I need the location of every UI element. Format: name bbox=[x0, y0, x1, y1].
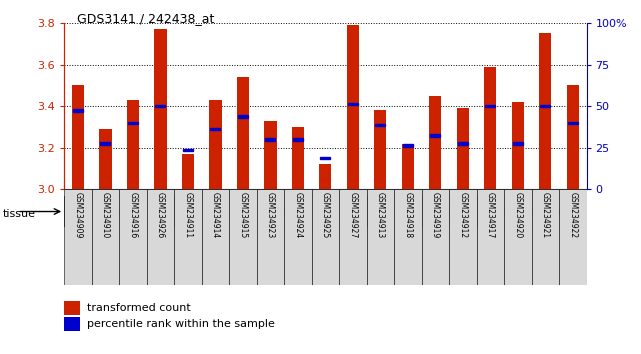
Bar bbox=[147, 189, 174, 285]
Bar bbox=[72, 85, 84, 189]
Bar bbox=[119, 189, 147, 285]
Text: GSM234910: GSM234910 bbox=[101, 192, 110, 239]
Bar bbox=[429, 96, 442, 189]
Bar bbox=[64, 189, 92, 285]
Bar bbox=[484, 67, 497, 189]
Bar bbox=[209, 100, 222, 189]
Bar bbox=[284, 189, 312, 285]
Text: GSM234919: GSM234919 bbox=[431, 192, 440, 239]
Bar bbox=[539, 33, 551, 189]
Bar bbox=[264, 121, 276, 189]
Bar bbox=[422, 189, 449, 285]
Bar bbox=[229, 189, 256, 285]
Bar bbox=[568, 121, 578, 124]
Text: transformed count: transformed count bbox=[87, 303, 190, 313]
Text: GSM234916: GSM234916 bbox=[128, 192, 137, 239]
Text: GSM234922: GSM234922 bbox=[569, 192, 578, 238]
Text: GSM234912: GSM234912 bbox=[458, 192, 467, 238]
Bar bbox=[339, 189, 367, 285]
Bar bbox=[99, 129, 112, 189]
Bar bbox=[394, 189, 422, 285]
Bar bbox=[127, 100, 139, 189]
Bar bbox=[512, 102, 524, 189]
Bar bbox=[174, 196, 367, 227]
Text: GSM234925: GSM234925 bbox=[320, 192, 330, 239]
Bar bbox=[292, 127, 304, 189]
Bar bbox=[154, 29, 167, 189]
Bar bbox=[374, 110, 387, 189]
Bar bbox=[559, 189, 587, 285]
Bar bbox=[485, 105, 495, 108]
Text: GSM234920: GSM234920 bbox=[513, 192, 522, 239]
Bar bbox=[319, 165, 331, 189]
Bar bbox=[348, 103, 358, 105]
Text: GSM234924: GSM234924 bbox=[294, 192, 303, 239]
Text: GSM234926: GSM234926 bbox=[156, 192, 165, 239]
Bar bbox=[531, 189, 559, 285]
Text: GSM234909: GSM234909 bbox=[73, 192, 82, 239]
Text: GSM234921: GSM234921 bbox=[541, 192, 550, 238]
Bar bbox=[238, 115, 248, 118]
Bar bbox=[456, 108, 469, 189]
Bar bbox=[376, 124, 385, 126]
Bar bbox=[402, 144, 414, 189]
Bar bbox=[155, 105, 165, 108]
Bar bbox=[458, 142, 468, 145]
Text: cecum: cecum bbox=[434, 207, 464, 216]
Bar bbox=[174, 189, 201, 285]
Bar bbox=[201, 189, 229, 285]
Text: GSM234911: GSM234911 bbox=[183, 192, 192, 238]
Text: transverse colon: transverse colon bbox=[494, 207, 569, 216]
Text: GSM234913: GSM234913 bbox=[376, 192, 385, 239]
Bar bbox=[367, 196, 422, 227]
Bar bbox=[367, 189, 394, 285]
Text: rectum: rectum bbox=[254, 207, 287, 216]
Bar bbox=[181, 154, 194, 189]
Bar bbox=[320, 157, 330, 159]
Text: tissue: tissue bbox=[3, 209, 36, 219]
Bar bbox=[101, 142, 110, 145]
Text: GSM234917: GSM234917 bbox=[486, 192, 495, 239]
Text: GDS3141 / 242438_at: GDS3141 / 242438_at bbox=[77, 12, 214, 25]
Bar bbox=[92, 189, 119, 285]
Text: GSM234927: GSM234927 bbox=[348, 192, 357, 239]
Bar bbox=[430, 134, 440, 137]
Bar bbox=[210, 128, 221, 130]
Bar bbox=[312, 189, 339, 285]
Bar bbox=[64, 196, 174, 227]
Text: GSM234923: GSM234923 bbox=[266, 192, 275, 239]
Bar bbox=[513, 142, 522, 145]
Text: sigmoid colon: sigmoid colon bbox=[88, 207, 151, 216]
Bar bbox=[265, 138, 275, 141]
Bar bbox=[256, 189, 284, 285]
Bar bbox=[293, 138, 303, 141]
Bar bbox=[476, 196, 587, 227]
Bar bbox=[422, 196, 476, 227]
Bar bbox=[73, 109, 83, 112]
Bar bbox=[128, 121, 138, 124]
Text: GSM234914: GSM234914 bbox=[211, 192, 220, 239]
Text: GSM234918: GSM234918 bbox=[403, 192, 412, 238]
Bar bbox=[476, 189, 504, 285]
Bar bbox=[403, 144, 413, 147]
Bar bbox=[504, 189, 531, 285]
Bar bbox=[567, 85, 579, 189]
Text: ascending colon: ascending colon bbox=[357, 207, 431, 216]
Bar bbox=[540, 105, 550, 108]
Bar bbox=[183, 149, 193, 151]
Text: percentile rank within the sample: percentile rank within the sample bbox=[87, 319, 274, 329]
Bar bbox=[347, 25, 359, 189]
Bar bbox=[237, 77, 249, 189]
Bar bbox=[449, 189, 476, 285]
Text: GSM234915: GSM234915 bbox=[238, 192, 247, 239]
